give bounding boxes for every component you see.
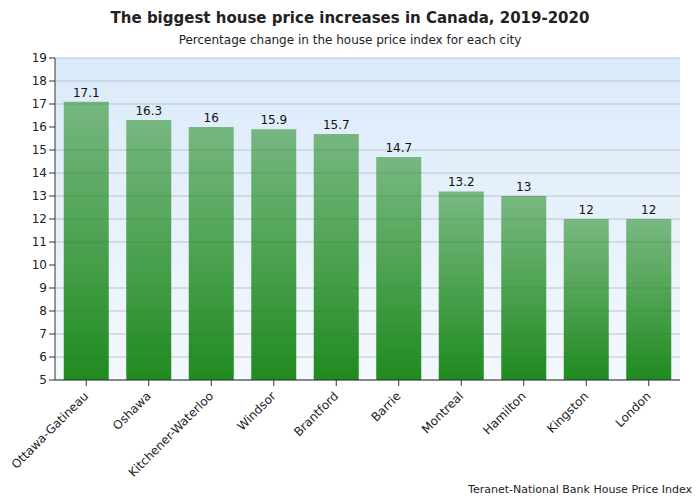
svg-text:14.7: 14.7 (385, 141, 412, 155)
svg-text:16: 16 (204, 111, 219, 125)
svg-text:Hamilton: Hamilton (480, 389, 528, 437)
svg-text:14: 14 (32, 166, 47, 180)
svg-text:16.3: 16.3 (135, 104, 162, 118)
svg-text:13.2: 13.2 (448, 175, 475, 189)
svg-text:Kitchener-Waterloo: Kitchener-Waterloo (126, 389, 216, 479)
svg-text:15: 15 (32, 143, 47, 157)
svg-text:Barrie: Barrie (368, 389, 403, 424)
svg-text:13: 13 (516, 180, 531, 194)
svg-text:8: 8 (39, 304, 47, 318)
svg-text:12: 12 (641, 203, 656, 217)
svg-text:19: 19 (32, 51, 47, 65)
svg-text:7: 7 (39, 327, 47, 341)
svg-text:18: 18 (32, 74, 47, 88)
svg-text:12: 12 (579, 203, 594, 217)
svg-text:6: 6 (39, 350, 47, 364)
svg-text:Oshawa: Oshawa (110, 389, 154, 433)
svg-text:15.9: 15.9 (260, 113, 287, 127)
svg-text:Windsor: Windsor (234, 389, 278, 433)
svg-text:11: 11 (32, 235, 47, 249)
svg-text:Kingston: Kingston (544, 389, 591, 436)
svg-text:9: 9 (39, 281, 47, 295)
svg-text:13: 13 (32, 189, 47, 203)
svg-text:12: 12 (32, 212, 47, 226)
svg-text:10: 10 (32, 258, 47, 272)
svg-text:17.1: 17.1 (73, 86, 100, 100)
svg-text:16: 16 (32, 120, 47, 134)
html-text:The biggest house price increa: The biggest house price increases in Can… (110, 9, 590, 27)
svg-text:Brantford: Brantford (291, 389, 341, 439)
svg-text:15.7: 15.7 (323, 118, 350, 132)
html-text:Teranet-National Bank House Pr: Teranet-National Bank House Price Index (468, 483, 692, 496)
svg-text:Ottawa-Gatineau: Ottawa-Gatineau (9, 389, 92, 472)
svg-text:17: 17 (32, 97, 47, 111)
svg-text:London: London (613, 389, 654, 430)
html-text:Percentage change in the house: Percentage change in the house price ind… (178, 33, 522, 47)
svg-text:Montreal: Montreal (419, 389, 466, 436)
svg-text:5: 5 (39, 373, 47, 387)
